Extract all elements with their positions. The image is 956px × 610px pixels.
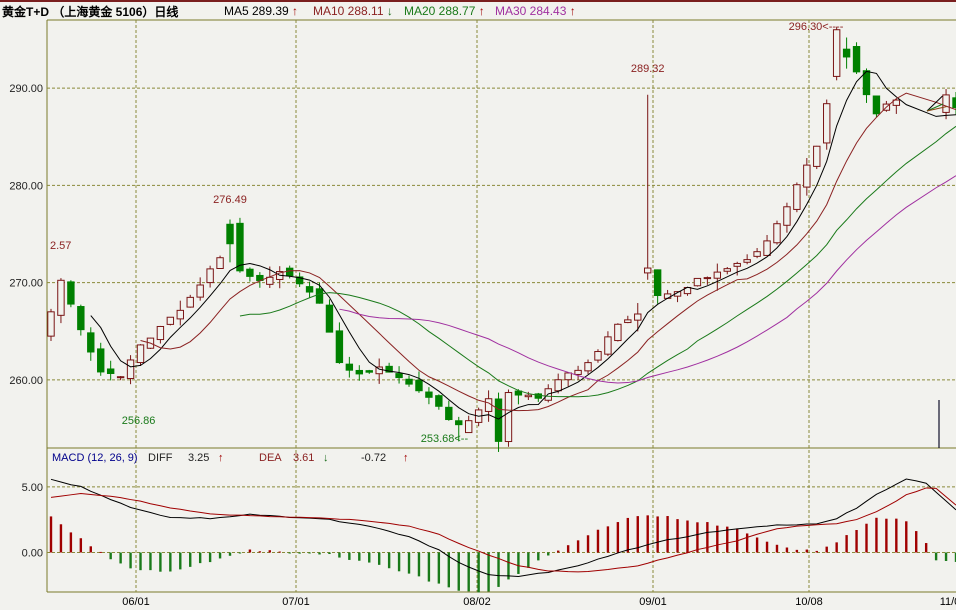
svg-text:10/08: 10/08 bbox=[795, 596, 823, 608]
svg-text:2.57: 2.57 bbox=[50, 240, 71, 252]
svg-text:↑: ↑ bbox=[218, 452, 224, 464]
svg-text:253.68<--: 253.68<-- bbox=[421, 433, 469, 445]
svg-text:07/01: 07/01 bbox=[282, 596, 310, 608]
svg-text:DEA: DEA bbox=[259, 452, 282, 464]
svg-text:280.00: 280.00 bbox=[9, 180, 43, 192]
svg-text:DIFF: DIFF bbox=[148, 452, 173, 464]
svg-text:06/01: 06/01 bbox=[122, 596, 150, 608]
svg-text:-0.72: -0.72 bbox=[361, 452, 386, 464]
svg-text:08/02: 08/02 bbox=[463, 596, 491, 608]
svg-text:↓: ↓ bbox=[323, 452, 329, 464]
svg-text:MACD (12, 26, 9): MACD (12, 26, 9) bbox=[52, 452, 138, 464]
svg-text:5.00: 5.00 bbox=[22, 482, 43, 494]
svg-text:09/01: 09/01 bbox=[639, 596, 667, 608]
svg-text:↑: ↑ bbox=[403, 452, 409, 464]
svg-text:276.49: 276.49 bbox=[213, 194, 247, 206]
svg-text:3.61: 3.61 bbox=[293, 452, 314, 464]
svg-text:270.00: 270.00 bbox=[9, 278, 43, 290]
svg-text:296.30<----: 296.30<---- bbox=[789, 21, 844, 33]
svg-text:289.32: 289.32 bbox=[631, 63, 665, 75]
svg-text:290.00: 290.00 bbox=[9, 83, 43, 95]
svg-text:256.86: 256.86 bbox=[122, 415, 156, 427]
svg-text:11/0: 11/0 bbox=[940, 596, 956, 608]
svg-text:260.00: 260.00 bbox=[9, 375, 43, 387]
svg-text:0.00: 0.00 bbox=[22, 548, 43, 560]
svg-text:3.25: 3.25 bbox=[188, 452, 209, 464]
